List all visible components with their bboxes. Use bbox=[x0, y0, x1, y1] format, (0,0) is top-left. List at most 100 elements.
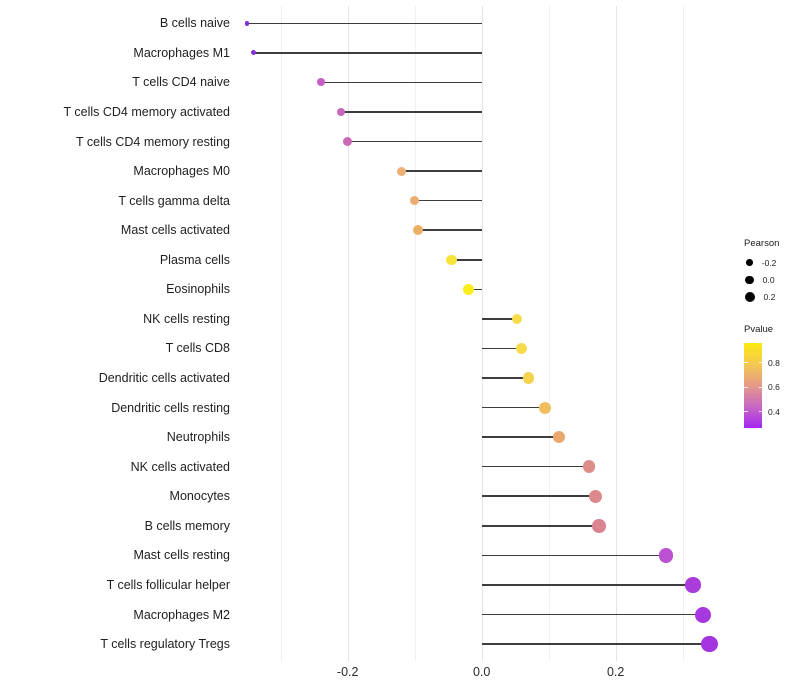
colorbar-tick-label: 0.6 bbox=[768, 382, 780, 393]
lollipop-dot bbox=[244, 21, 250, 26]
legend: Pearson -0.2 0.0 0.2 Pvalue 0.8 0.6 0.4 bbox=[744, 0, 800, 700]
y-axis-label: Neutrophils bbox=[166, 430, 230, 445]
y-axis-label: Dendritic cells activated bbox=[98, 371, 230, 386]
lollipop-stem bbox=[320, 81, 482, 84]
size-legend-items: -0.2 0.0 0.2 bbox=[744, 254, 779, 306]
y-axis-label: T cells CD4 memory activated bbox=[63, 104, 231, 119]
lollipop-dot bbox=[694, 606, 711, 623]
lollipop-stem bbox=[481, 554, 666, 557]
y-axis-label: T cells regulatory Tregs bbox=[100, 637, 230, 652]
y-axis-label: T cells CD4 naive bbox=[132, 75, 230, 90]
colorbar-tick bbox=[758, 362, 762, 364]
lollipop-dot bbox=[592, 519, 606, 533]
colorbar-tick-label: 0.8 bbox=[768, 357, 780, 368]
size-legend-dot bbox=[746, 259, 753, 266]
color-legend: Pvalue 0.8 0.6 0.4 bbox=[744, 324, 780, 428]
x-axis-tick-label: 0.0 bbox=[472, 664, 491, 679]
lollipop-dot bbox=[658, 548, 674, 563]
size-legend-label: 0.0 bbox=[762, 275, 775, 286]
size-legend-title: Pearson bbox=[744, 238, 780, 249]
lollipop-dot bbox=[701, 635, 718, 653]
lollipop-dot bbox=[446, 254, 457, 266]
x-axis-tick-label: -0.2 bbox=[336, 664, 359, 679]
y-axis-label: B cells memory bbox=[144, 518, 230, 533]
colorbar-tick bbox=[744, 411, 748, 412]
lollipop-stem bbox=[481, 377, 529, 379]
lollipop-dot bbox=[582, 460, 596, 473]
y-axis-label: T cells CD4 memory resting bbox=[76, 134, 230, 149]
lollipop-stem bbox=[481, 436, 559, 438]
y-axis-label: Eosinophils bbox=[166, 282, 230, 297]
y-axis-label: T cells follicular helper bbox=[106, 577, 230, 592]
colorbar-tick bbox=[758, 386, 762, 388]
minor-gridline bbox=[548, 6, 550, 661]
lollipop-stem bbox=[481, 465, 589, 468]
y-axis-label: Monocytes bbox=[169, 489, 230, 504]
lollipop-dot bbox=[336, 107, 346, 117]
y-axis-label: Macrophages M2 bbox=[133, 607, 230, 622]
lollipop-stem bbox=[481, 406, 546, 409]
size-legend-dot bbox=[745, 275, 754, 285]
lollipop-dot bbox=[539, 401, 552, 414]
pvalue-colorbar bbox=[744, 343, 762, 428]
size-legend-item: 0.2 bbox=[744, 289, 779, 306]
lollipop-dot bbox=[522, 372, 535, 384]
lollipop-dot bbox=[552, 430, 565, 444]
colorbar-tick bbox=[744, 362, 748, 364]
lollipop-stem bbox=[481, 495, 596, 498]
size-legend-item: -0.2 bbox=[744, 254, 779, 271]
lollipop-stem bbox=[247, 22, 482, 25]
lollipop-stem bbox=[401, 170, 482, 172]
colorbar-wrap: 0.8 0.6 0.4 bbox=[744, 343, 780, 428]
lollipop-stem bbox=[414, 199, 482, 202]
size-legend-label: 0.2 bbox=[763, 292, 776, 303]
lollipop-dot bbox=[251, 50, 257, 56]
lollipop-stem bbox=[481, 613, 703, 616]
minor-gridline bbox=[682, 6, 684, 661]
lollipop-dot bbox=[589, 489, 603, 503]
y-axis-label: T cells gamma delta bbox=[118, 193, 230, 208]
minor-gridline bbox=[414, 6, 416, 661]
x-axis-tick-label: 0.2 bbox=[606, 664, 625, 679]
lollipop-stem bbox=[481, 525, 599, 527]
y-axis-label: T cells CD8 bbox=[165, 341, 230, 356]
size-legend: Pearson -0.2 0.0 0.2 bbox=[744, 238, 779, 306]
colorbar-tick bbox=[744, 386, 748, 388]
lollipop-stem bbox=[481, 318, 518, 320]
y-axis-label: Dendritic cells resting bbox=[111, 400, 230, 415]
lollipop-dot bbox=[511, 313, 523, 325]
colorbar-tick-label: 0.4 bbox=[768, 406, 780, 417]
lollipop-stem bbox=[481, 584, 693, 586]
y-axis-label: Macrophages M0 bbox=[133, 164, 230, 179]
lollipop-dot bbox=[685, 577, 701, 593]
lollipop-stem bbox=[481, 347, 522, 350]
y-axis-label: Mast cells activated bbox=[120, 223, 230, 238]
lollipop-dot bbox=[343, 137, 353, 147]
color-legend-title: Pvalue bbox=[744, 324, 774, 335]
lollipop-stem bbox=[341, 111, 482, 113]
size-legend-dot bbox=[744, 292, 755, 303]
size-legend-label: -0.2 bbox=[761, 257, 777, 268]
lollipop-dot bbox=[316, 78, 325, 87]
major-gridline bbox=[481, 6, 483, 661]
lollipop-stem bbox=[481, 643, 710, 645]
y-axis-label: Mast cells resting bbox=[133, 548, 230, 563]
colorbar-tick bbox=[758, 411, 762, 412]
lollipop-dot bbox=[409, 195, 420, 206]
lollipop-stem bbox=[418, 229, 482, 231]
lollipop-dot bbox=[516, 342, 528, 354]
y-axis-label: NK cells resting bbox=[143, 311, 230, 326]
lollipop-stem bbox=[347, 140, 482, 143]
major-gridline bbox=[347, 6, 349, 661]
lollipop-stem bbox=[253, 52, 482, 54]
lollipop-stem bbox=[451, 258, 482, 261]
y-axis-label: NK cells activated bbox=[130, 459, 230, 474]
lollipop-dot bbox=[413, 225, 424, 236]
minor-gridline bbox=[280, 6, 282, 661]
major-gridline bbox=[615, 6, 617, 661]
y-axis-label: Plasma cells bbox=[159, 252, 230, 267]
y-axis-label: Macrophages M1 bbox=[133, 45, 230, 60]
lollipop-stem bbox=[468, 288, 482, 291]
lollipop-dot bbox=[396, 166, 406, 176]
